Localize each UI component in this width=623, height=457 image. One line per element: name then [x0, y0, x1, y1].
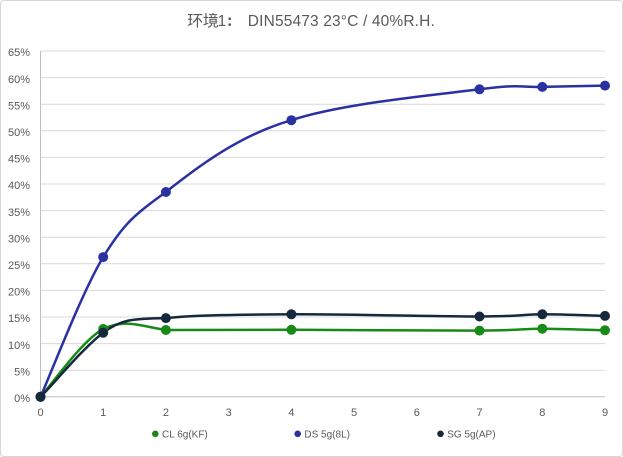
svg-text:45%: 45%	[8, 154, 30, 166]
svg-text:50%: 50%	[8, 127, 30, 139]
svg-text:2: 2	[163, 407, 169, 419]
svg-text:5: 5	[351, 407, 357, 419]
svg-text:35%: 35%	[8, 207, 30, 219]
svg-text:30%: 30%	[8, 233, 30, 245]
svg-text:DS 5g(8L): DS 5g(8L)	[304, 429, 350, 440]
svg-text:8: 8	[539, 407, 545, 419]
svg-text:DIN55473 23°C / 40%R.H.: DIN55473 23°C / 40%R.H.	[248, 13, 435, 30]
svg-text:3: 3	[226, 407, 232, 419]
svg-text:SG 5g(AP): SG 5g(AP)	[447, 429, 495, 440]
svg-text:40%: 40%	[8, 180, 30, 192]
svg-text:55%: 55%	[8, 100, 30, 112]
svg-text:1: 1	[100, 407, 106, 419]
svg-text:4: 4	[288, 407, 294, 419]
svg-text:1: 1	[218, 13, 227, 30]
svg-text:10%: 10%	[8, 340, 30, 352]
svg-text:25%: 25%	[8, 260, 30, 272]
svg-text:9: 9	[602, 407, 608, 419]
svg-text:5%: 5%	[14, 366, 30, 378]
svg-text:60%: 60%	[8, 74, 30, 86]
svg-text:CL 6g(KF): CL 6g(KF)	[162, 429, 208, 440]
svg-text:6: 6	[414, 407, 420, 419]
svg-text:0: 0	[37, 407, 43, 419]
svg-text:7: 7	[476, 407, 482, 419]
svg-text:65%: 65%	[8, 47, 30, 59]
svg-text:0%: 0%	[14, 393, 30, 405]
svg-text:15%: 15%	[8, 313, 30, 325]
svg-text:20%: 20%	[8, 287, 30, 299]
